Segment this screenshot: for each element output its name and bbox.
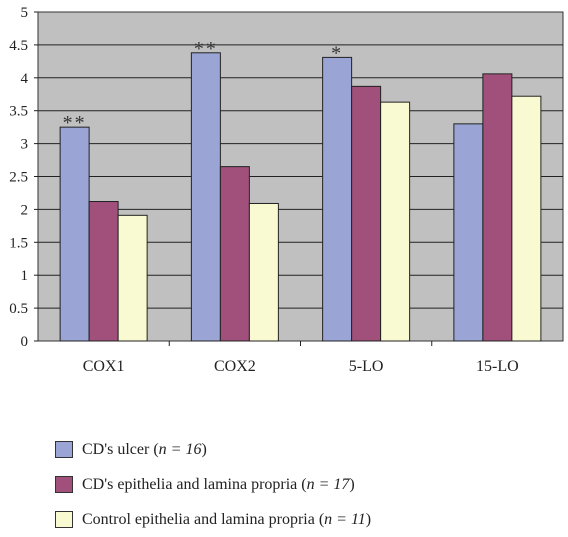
y-tick-label: 4 — [21, 71, 29, 87]
legend-swatch-cd-epithelia — [55, 476, 73, 493]
bar — [511, 95, 542, 342]
significance-marker: * — [331, 42, 343, 64]
y-tick-label: 0.5 — [9, 301, 28, 317]
legend-swatch-ulcer — [55, 441, 73, 458]
x-tick-label: COX1 — [83, 358, 125, 375]
y-tick-label: 1.5 — [9, 235, 28, 251]
y-tick-label: 3 — [21, 137, 29, 153]
bar — [190, 52, 221, 342]
y-tick-label: 2.5 — [9, 170, 28, 186]
bar — [59, 126, 90, 342]
significance-marker: ** — [194, 38, 218, 60]
y-tick-label: 3.5 — [9, 104, 28, 120]
bar — [380, 101, 411, 342]
x-tick-label: 15-LO — [476, 358, 519, 375]
bar — [322, 56, 353, 342]
y-tick-label: 0 — [21, 334, 29, 350]
x-tick-label: 5-LO — [349, 358, 384, 375]
bar — [453, 123, 484, 342]
y-tick-label: 1 — [21, 268, 29, 284]
significance-marker: ** — [63, 112, 87, 134]
legend-swatch-control-epithelia — [55, 511, 73, 528]
bar — [248, 202, 279, 342]
bar — [351, 85, 382, 342]
legend-item-ulcer: CD's ulcer (n = 16) — [55, 432, 371, 467]
y-tick-label: 4.5 — [9, 38, 28, 54]
y-tick-label: 5 — [21, 5, 29, 21]
legend: CD's ulcer (n = 16) CD's epithelia and l… — [55, 432, 371, 537]
legend-item-cd-epithelia: CD's epithelia and lamina propria (n = 1… — [55, 467, 371, 502]
bar — [219, 166, 250, 342]
y-tick-label: 2 — [21, 202, 29, 218]
bar — [88, 201, 119, 342]
bar — [117, 214, 148, 342]
x-tick-label: COX2 — [214, 358, 256, 375]
bar — [482, 73, 513, 342]
legend-item-control-epithelia: Control epithelia and lamina propria (n … — [55, 502, 371, 537]
